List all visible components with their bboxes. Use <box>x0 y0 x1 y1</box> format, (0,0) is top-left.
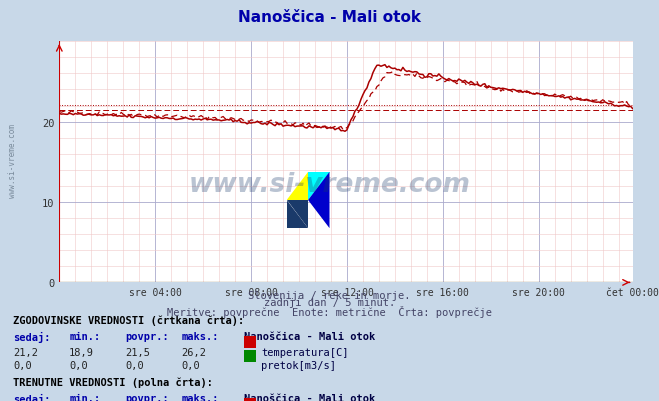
Text: zadnji dan / 5 minut.: zadnji dan / 5 minut. <box>264 298 395 308</box>
Text: Meritve: povprečne  Enote: metrične  Črta: povprečje: Meritve: povprečne Enote: metrične Črta:… <box>167 305 492 317</box>
Text: sedaj:: sedaj: <box>13 393 51 401</box>
Text: maks.:: maks.: <box>181 393 219 401</box>
Text: www.si-vreme.com: www.si-vreme.com <box>8 124 17 197</box>
Text: temperatura[C]: temperatura[C] <box>261 347 349 357</box>
Text: min.:: min.: <box>69 393 100 401</box>
Polygon shape <box>287 172 308 200</box>
Text: 0,0: 0,0 <box>125 360 144 370</box>
Text: 0,0: 0,0 <box>181 360 200 370</box>
Text: maks.:: maks.: <box>181 332 219 342</box>
Text: povpr.:: povpr.: <box>125 332 169 342</box>
Text: Slovenija / reke in morje.: Slovenija / reke in morje. <box>248 290 411 300</box>
Text: 21,2: 21,2 <box>13 347 38 357</box>
Text: pretok[m3/s]: pretok[m3/s] <box>261 360 336 370</box>
Text: ZGODOVINSKE VREDNOSTI (črtkana črta):: ZGODOVINSKE VREDNOSTI (črtkana črta): <box>13 315 244 325</box>
Text: povpr.:: povpr.: <box>125 393 169 401</box>
Text: TRENUTNE VREDNOSTI (polna črta):: TRENUTNE VREDNOSTI (polna črta): <box>13 376 213 387</box>
Text: www.si-vreme.com: www.si-vreme.com <box>188 172 471 197</box>
Text: Nanoščica - Mali otok: Nanoščica - Mali otok <box>238 10 421 25</box>
Text: min.:: min.: <box>69 332 100 342</box>
Text: Nanoščica - Mali otok: Nanoščica - Mali otok <box>244 393 375 401</box>
Text: Nanoščica - Mali otok: Nanoščica - Mali otok <box>244 332 375 342</box>
Polygon shape <box>308 172 330 229</box>
Text: 26,2: 26,2 <box>181 347 206 357</box>
Polygon shape <box>308 172 330 200</box>
Text: 0,0: 0,0 <box>13 360 32 370</box>
Polygon shape <box>287 200 308 229</box>
Text: 21,5: 21,5 <box>125 347 150 357</box>
Text: 0,0: 0,0 <box>69 360 88 370</box>
Text: 18,9: 18,9 <box>69 347 94 357</box>
Polygon shape <box>287 200 308 229</box>
Text: sedaj:: sedaj: <box>13 332 51 342</box>
